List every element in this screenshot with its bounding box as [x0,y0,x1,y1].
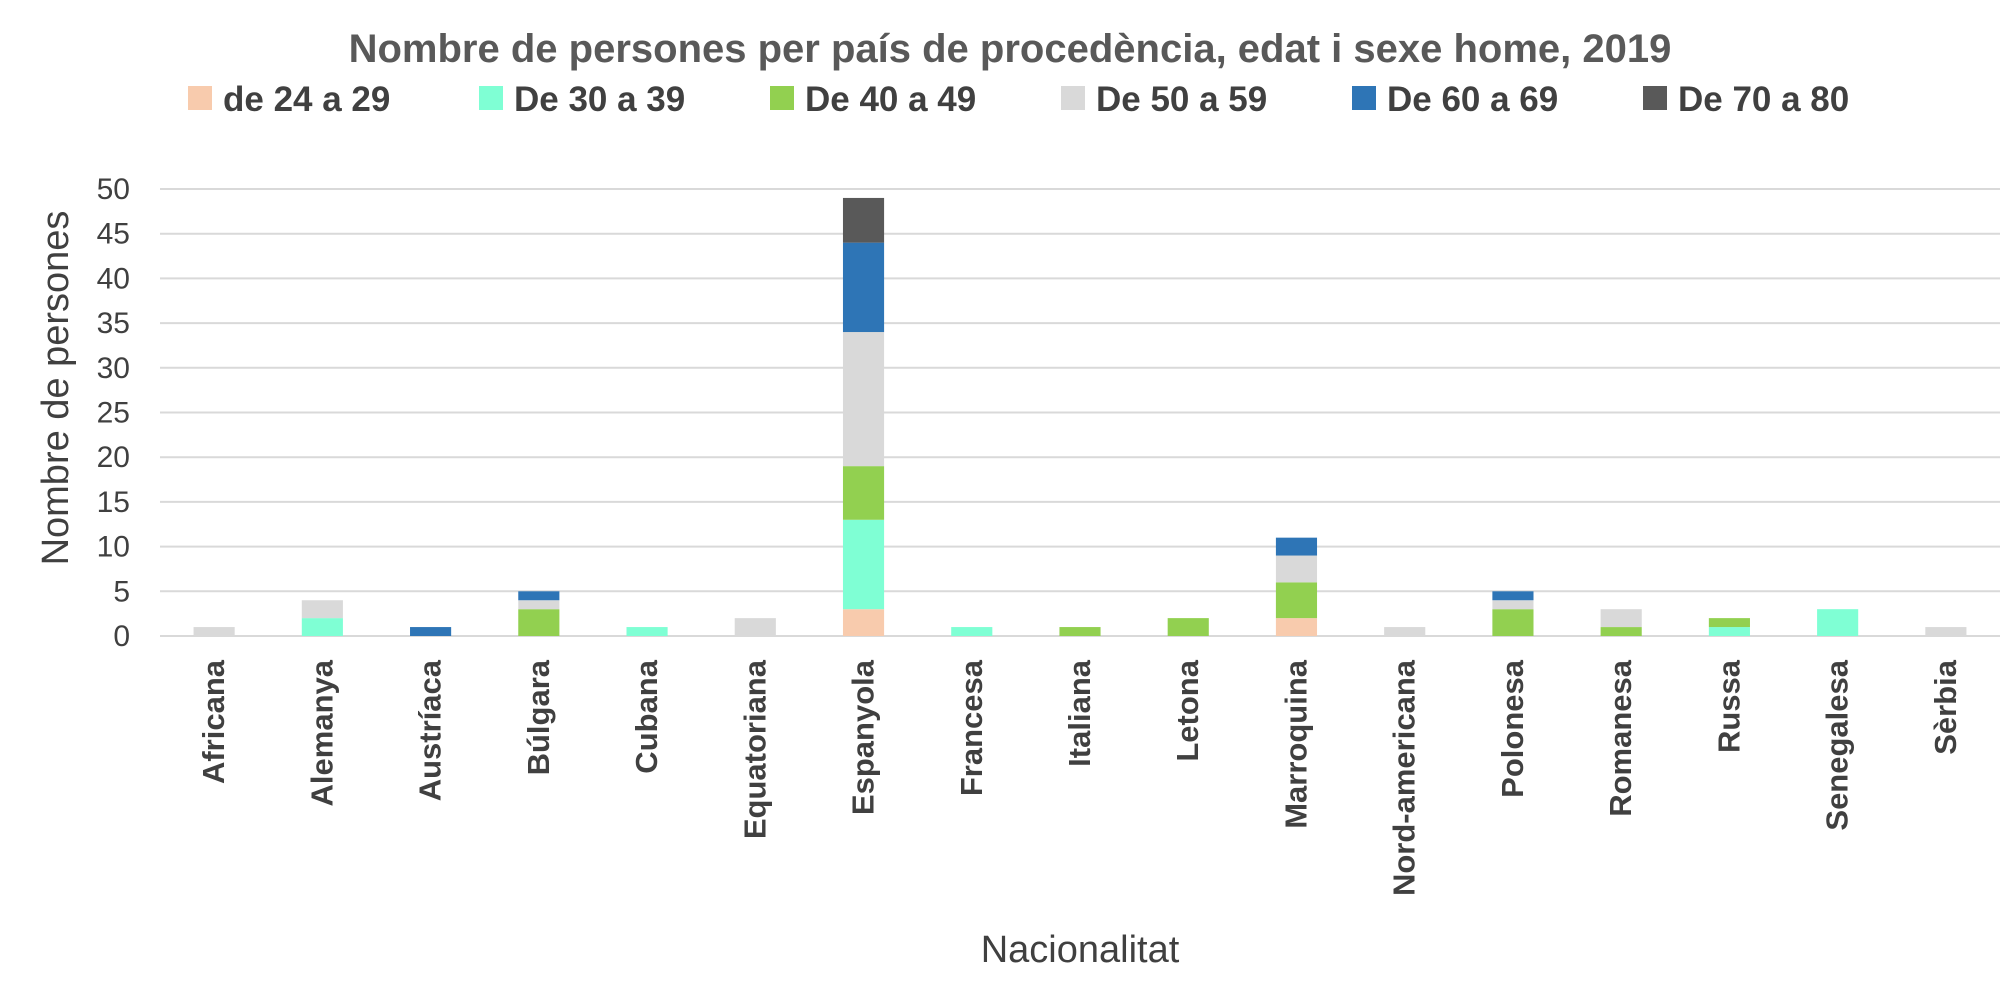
bar-segment [951,627,993,636]
legend-item: De 60 a 69 [1352,80,1558,119]
bar-segment [734,618,776,636]
x-tick-label: Russa [1711,659,1746,753]
y-tick-label: 20 [97,441,130,474]
legend-label: De 70 a 80 [1678,80,1849,119]
x-tick-label: Espanyola [846,659,881,815]
y-tick-label: 15 [97,486,130,519]
bar-segment [193,627,235,636]
bar-segment [410,627,452,636]
legend-swatch [1352,86,1376,110]
y-tick-label: 25 [97,397,130,430]
bar-segment [1384,627,1426,636]
legend-item: De 40 a 49 [770,80,976,119]
x-tick-label: Italiana [1062,659,1097,767]
bar-segment [626,627,668,636]
x-axis-title: Nacionalitat [981,929,1180,971]
x-tick-label: Equatoriana [737,659,772,839]
bar-segment [1492,600,1534,610]
bar-segment [1275,618,1318,636]
legend-label: De 40 a 49 [805,80,976,119]
x-tick-label: Polonesa [1495,659,1530,798]
chart-legend: de 24 a 29 De 30 a 39 De 40 a 49 De 50 a 59… [188,80,1849,119]
y-tick-label: 5 [113,575,130,608]
bar-segment [1275,555,1318,583]
bar-segment [1275,582,1318,619]
y-tick-label: 45 [97,218,130,251]
y-tick-label: 10 [97,531,130,564]
bar-segment [1708,627,1750,636]
y-axis-ticks: 0 5 10 15 20 25 30 35 40 45 50 [97,173,130,653]
bar-segment [1817,609,1859,636]
x-axis-ticks: Africana Alemanya Austríaca Búlgara Cubana Eq… [196,659,1963,896]
x-tick-label: Búlgara [521,659,556,775]
bars [193,197,1967,636]
legend-label: De 30 a 39 [514,80,685,119]
x-tick-label: Sèrbia [1928,659,1963,755]
legend-item: De 50 a 59 [1061,80,1267,119]
bar-segment [842,197,885,243]
x-tick-label: Romanesa [1603,659,1638,817]
bar-segment [1600,609,1642,628]
bar-segment [1167,618,1209,636]
y-axis-title: Nombre de persones [35,211,77,566]
bar-segment [842,519,885,610]
x-tick-label: Francesa [954,659,989,796]
x-tick-label: Cubana [629,659,664,773]
x-tick-label: Alemanya [304,659,339,806]
bar-segment [518,591,560,601]
legend-swatch [188,86,212,110]
gridlines [160,188,2000,637]
x-tick-label: Africana [196,659,231,784]
legend-swatch [1643,86,1667,110]
x-tick-label: Marroquina [1278,659,1313,829]
bar-segment [842,466,885,520]
bar-segment [842,242,885,333]
y-tick-label: 0 [113,620,130,653]
bar-segment [1059,627,1101,636]
legend-label: de 24 a 29 [223,80,390,119]
y-tick-label: 40 [97,262,130,295]
legend-swatch [770,86,794,110]
legend-item: De 70 a 80 [1643,80,1849,119]
x-tick-label: Letona [1170,659,1205,761]
x-tick-label: Nord-americana [1387,659,1422,896]
bar-segment [1925,627,1967,636]
x-tick-label: Austríaca [413,659,448,801]
legend-label: De 60 a 69 [1387,80,1558,119]
bar-segment [301,618,343,636]
bar-segment [518,600,560,610]
bar-segment [301,600,343,619]
bar-segment [1708,618,1750,628]
bar-segment [1600,627,1642,636]
y-tick-label: 30 [97,352,130,385]
legend-label: De 50 a 59 [1096,80,1267,119]
y-tick-label: 50 [97,173,130,206]
bar-segment [518,609,560,636]
legend-swatch [1061,86,1085,110]
legend-swatch [479,86,503,110]
legend-item: de 24 a 29 [188,80,390,119]
bar-segment [1492,609,1534,636]
y-tick-label: 35 [97,307,130,340]
chart-title: Nombre de persones per país de procedènc… [349,27,1672,71]
x-tick-label: Senegalesa [1820,659,1855,830]
legend-item: De 30 a 39 [479,80,685,119]
bar-segment [1275,537,1318,556]
bar-segment [1492,591,1534,601]
bar-segment [842,609,885,636]
bar-segment [842,332,885,467]
